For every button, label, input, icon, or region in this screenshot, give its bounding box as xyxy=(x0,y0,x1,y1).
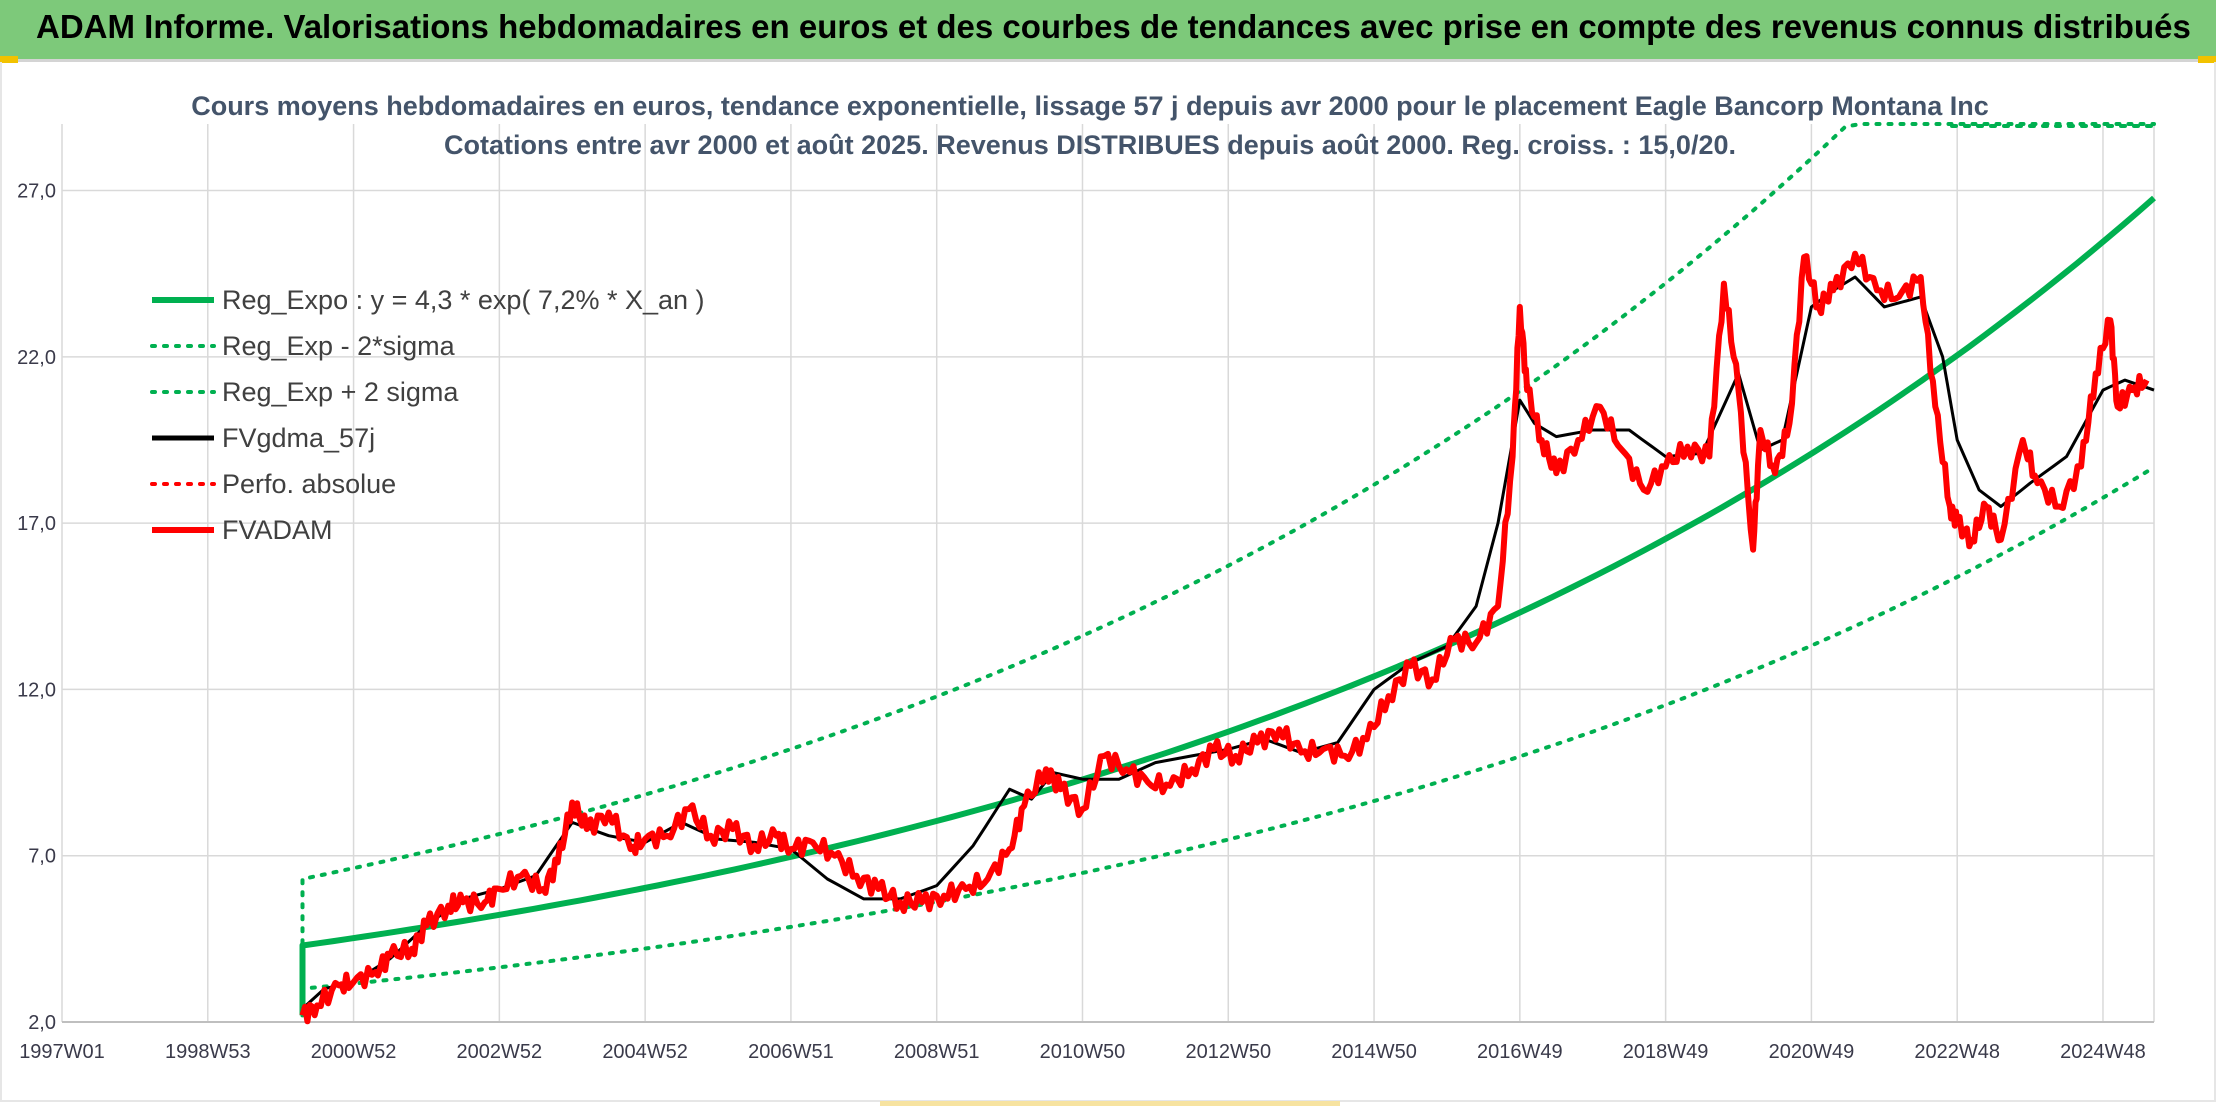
legend-label: FVgdma_57j xyxy=(222,423,375,453)
x-tick-label: 2002W52 xyxy=(457,1041,543,1063)
x-tick-label: 2020W49 xyxy=(1769,1041,1855,1063)
price-chart: Cours moyens hebdomadaires en euros, ten… xyxy=(17,91,2156,1063)
x-tick-label: 1998W53 xyxy=(165,1041,251,1063)
chart-subtitle: Cotations entre avr 2000 et août 2025. R… xyxy=(444,130,1736,160)
legend-label: Reg_Expo : y = 4,3 * exp( 7,2% * X_an ) xyxy=(222,285,705,315)
banner-corner-left xyxy=(0,56,18,63)
series-line-1 xyxy=(300,465,2156,1018)
x-tick-label: 2016W49 xyxy=(1477,1041,1563,1063)
y-tick-label: 17,0 xyxy=(17,513,56,535)
y-tick-label: 2,0 xyxy=(28,1012,56,1034)
legend-label: Reg_Exp - 2*sigma xyxy=(222,331,456,361)
chart-title: Cours moyens hebdomadaires en euros, ten… xyxy=(191,91,1989,121)
x-tick-label: 1997W01 xyxy=(19,1041,105,1063)
x-tick-label: 2010W50 xyxy=(1040,1041,1126,1063)
legend-label: FVADAM xyxy=(222,515,333,545)
series-line-0 xyxy=(299,195,2156,1016)
x-tick-label: 2012W50 xyxy=(1185,1041,1271,1063)
legend-label: Perfo. absolue xyxy=(222,469,396,499)
legend-label: Reg_Exp + 2 sigma xyxy=(222,377,459,407)
x-tick-label: 2024W48 xyxy=(2060,1041,2146,1063)
banner-corner-right xyxy=(2198,56,2216,63)
x-tick-label: 2000W52 xyxy=(311,1041,397,1063)
x-tick-label: 2022W48 xyxy=(1914,1041,2000,1063)
x-tick-label: 2006W51 xyxy=(748,1041,834,1063)
x-tick-label: 2018W49 xyxy=(1623,1041,1709,1063)
x-tick-label: 2014W50 xyxy=(1331,1041,1417,1063)
chart-frame: Cours moyens hebdomadaires en euros, ten… xyxy=(0,62,2216,1102)
x-tick-label: 2004W52 xyxy=(602,1041,688,1063)
bottom-edge-bar xyxy=(880,1101,1340,1106)
y-tick-label: 22,0 xyxy=(17,347,56,369)
y-tick-label: 7,0 xyxy=(28,846,56,868)
y-tick-label: 12,0 xyxy=(17,679,56,701)
banner-title: ADAM Informe. Valorisations hebdomadaire… xyxy=(36,8,2191,45)
series-line-2 xyxy=(300,122,2156,1018)
y-tick-label: 27,0 xyxy=(17,181,56,203)
report-banner: ADAM Informe. Valorisations hebdomadaire… xyxy=(0,0,2216,62)
x-tick-label: 2008W51 xyxy=(894,1041,980,1063)
series-line-5 xyxy=(299,250,2150,1025)
